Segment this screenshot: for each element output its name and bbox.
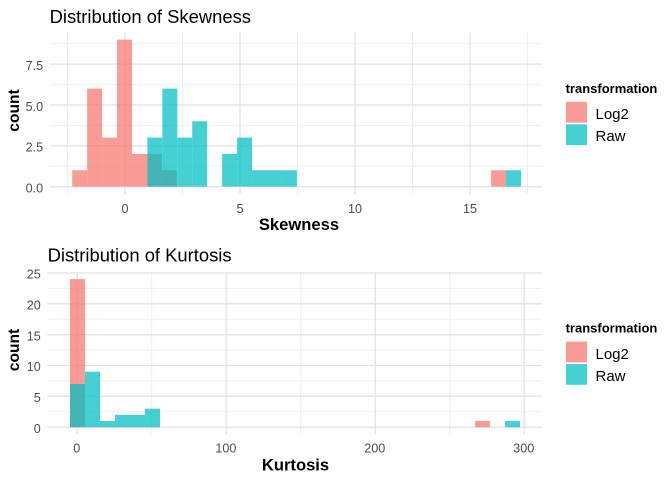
svg-text:20: 20: [27, 299, 41, 313]
svg-text:25: 25: [27, 268, 41, 282]
svg-text:5.0: 5.0: [26, 100, 44, 114]
svg-text:15: 15: [27, 329, 41, 343]
svg-text:transformation: transformation: [566, 321, 658, 336]
svg-text:Raw: Raw: [596, 128, 626, 145]
svg-text:100: 100: [215, 441, 236, 455]
svg-text:Kurtosis: Kurtosis: [262, 455, 329, 474]
svg-text:transformation: transformation: [566, 81, 658, 96]
svg-text:Log2: Log2: [596, 346, 629, 363]
svg-text:0: 0: [73, 441, 80, 455]
svg-text:count: count: [6, 89, 23, 131]
svg-text:0: 0: [121, 202, 128, 216]
svg-text:15: 15: [463, 202, 477, 216]
svg-text:0.0: 0.0: [26, 182, 44, 196]
svg-text:10: 10: [348, 202, 362, 216]
svg-text:300: 300: [513, 441, 534, 455]
svg-text:2.5: 2.5: [26, 141, 44, 155]
svg-text:Distribution of Skewness: Distribution of Skewness: [50, 6, 251, 27]
svg-text:10: 10: [27, 360, 41, 374]
svg-text:5: 5: [236, 202, 243, 216]
svg-text:Skewness: Skewness: [259, 215, 339, 234]
svg-text:0: 0: [34, 422, 41, 436]
svg-text:7.5: 7.5: [26, 59, 44, 73]
svg-text:Distribution of Kurtosis: Distribution of Kurtosis: [48, 244, 232, 265]
svg-text:5: 5: [34, 391, 41, 405]
svg-text:200: 200: [364, 441, 385, 455]
svg-text:Log2: Log2: [596, 106, 629, 123]
svg-text:count: count: [6, 329, 23, 371]
svg-text:Raw: Raw: [596, 368, 626, 385]
